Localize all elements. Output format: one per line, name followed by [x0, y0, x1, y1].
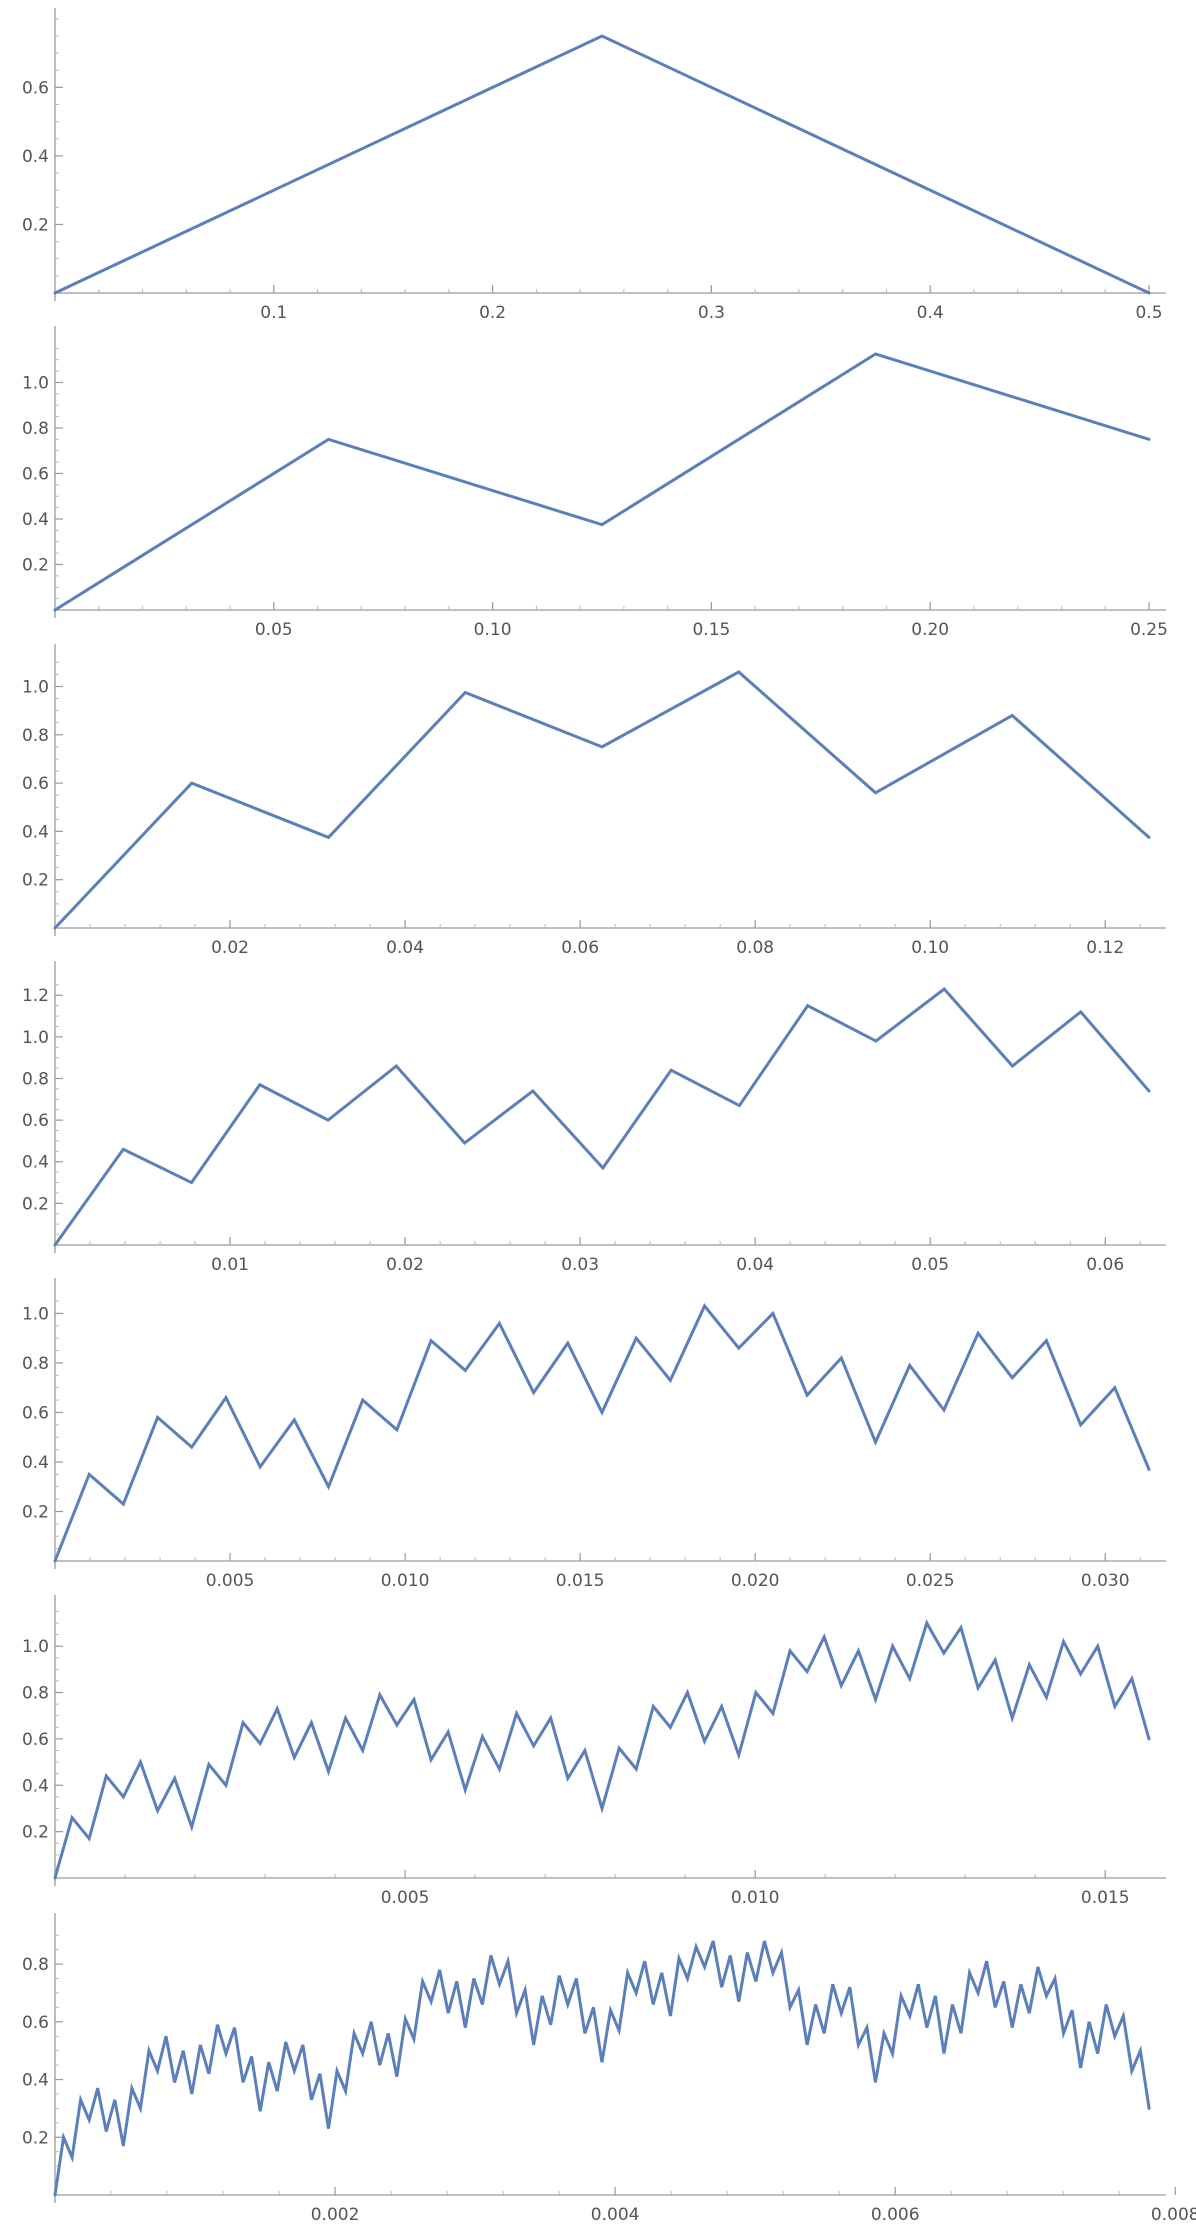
y-tick-label: 0.2: [22, 871, 49, 891]
y-tick-label: 0.8: [22, 419, 49, 439]
chart-panel-3: 0.02 0.04 0.06 0.08 0.10 0.12 0.2 0.4 0.6 0.8 1.0: [22, 644, 1166, 958]
x-tick-label: 0.05: [255, 620, 293, 640]
x-tick-label: 0.010: [731, 1888, 780, 1908]
x-tick-label: 0.08: [736, 938, 774, 958]
series-line: [53, 1303, 1151, 1563]
chart-panel-6: 0.005 0.010 0.015 0.2 0.4 0.6 0.8 1.0: [22, 1595, 1166, 1908]
x-tick-label: 0.006: [871, 2205, 920, 2224]
y-tick-label: 0.8: [22, 1069, 49, 1089]
y-tick-label: 0.8: [22, 1684, 49, 1704]
y-tick-label: 0.2: [22, 2128, 49, 2148]
x-tick-label: 0.03: [561, 1255, 599, 1275]
chart-panel-5: 0.005 0.010 0.015 0.020 0.025 0.030 0.2 0.4 0.6 0…: [22, 1278, 1166, 1591]
y-tick-label: 0.6: [22, 464, 49, 484]
y-tick-label: 1.0: [22, 1304, 49, 1324]
x-tick-label: 0.10: [911, 938, 949, 958]
x-tick-label: 0.030: [1081, 1571, 1130, 1591]
x-tick-label: 0.020: [731, 1571, 780, 1591]
x-tick-label: 0.010: [381, 1571, 430, 1591]
x-tick-label: 0.06: [561, 938, 599, 958]
y-tick-label: 1.0: [22, 1637, 49, 1657]
y-tick-label: 0.4: [22, 1776, 49, 1796]
x-tick-label: 0.2: [479, 303, 506, 323]
y-tick-label: 0.8: [22, 1354, 49, 1374]
y-tick-label: 0.2: [22, 1823, 49, 1843]
x-tick-label: 0.05: [911, 1255, 949, 1275]
x-tick-label: 0.12: [1086, 938, 1124, 958]
y-tick-label: 1.0: [22, 677, 49, 697]
x-tick-label: 0.015: [1081, 1888, 1130, 1908]
y-tick-label: 0.6: [22, 1403, 49, 1423]
chart-panel-1: 0.1 0.2 0.3 0.4 0.5 0.2 0.4 0.6: [22, 8, 1166, 323]
x-tick-label: 0.01: [211, 1255, 249, 1275]
x-tick-label: 0.3: [698, 303, 725, 323]
x-tick-label: 0.06: [1086, 1255, 1124, 1275]
x-tick-label: 0.002: [311, 2205, 360, 2224]
y-tick-label: 0.4: [22, 510, 49, 530]
y-tick-label: 0.2: [22, 1194, 49, 1214]
y-tick-label: 0.6: [22, 2013, 49, 2033]
x-tick-label: 0.02: [386, 1255, 424, 1275]
x-tick-label: 0.005: [206, 1571, 255, 1591]
chart-panel-7: 0.002 0.004 0.006 0.008 0.2 0.4 0.6 0.8: [22, 1913, 1196, 2224]
y-tick-label: 1.0: [22, 373, 49, 393]
y-tick-label: 0.4: [22, 1453, 49, 1473]
chart-panel-4: 0.01 0.02 0.03 0.04 0.05 0.06 0.2 0.4 0.6 0.8 1.0 1…: [22, 961, 1166, 1275]
x-tick-label: 0.20: [911, 620, 949, 640]
y-tick-label: 0.6: [22, 78, 49, 98]
x-tick-label: 0.008: [1151, 2205, 1196, 2224]
x-tick-label: 0.04: [736, 1255, 774, 1275]
y-tick-label: 0.2: [22, 555, 49, 575]
x-tick-label: 0.4: [917, 303, 944, 323]
y-tick-label: 0.4: [22, 147, 49, 167]
x-tick-label: 0.025: [906, 1571, 955, 1591]
x-tick-label: 0.5: [1135, 303, 1162, 323]
y-tick-label: 1.0: [22, 1028, 49, 1048]
y-tick-label: 0.8: [22, 1955, 49, 1975]
x-tick-label: 0.04: [386, 938, 424, 958]
x-tick-label: 0.015: [556, 1571, 605, 1591]
x-tick-label: 0.15: [692, 620, 730, 640]
chart-panel-2: 0.05 0.10 0.15 0.20 0.25 0.2 0.4 0.6 0.8 1.0: [22, 326, 1168, 640]
y-tick-label: 0.4: [22, 2071, 49, 2091]
series-line: [53, 34, 1151, 295]
x-tick-label: 0.005: [381, 1888, 430, 1908]
x-tick-label: 0.02: [211, 938, 249, 958]
x-tick-label: 0.25: [1130, 620, 1168, 640]
x-tick-label: 0.10: [474, 620, 512, 640]
series-line: [53, 352, 1151, 612]
series-line: [53, 986, 1151, 1247]
y-tick-label: 0.4: [22, 822, 49, 842]
y-tick-label: 1.2: [22, 986, 49, 1006]
series-line: [53, 670, 1151, 930]
x-tick-label: 0.004: [591, 2205, 640, 2224]
y-tick-label: 0.6: [22, 774, 49, 794]
y-tick-label: 0.4: [22, 1153, 49, 1173]
x-tick-label: 0.1: [260, 303, 287, 323]
series-line: [53, 1619, 1151, 1880]
y-tick-label: 0.8: [22, 726, 49, 746]
y-tick-label: 0.6: [22, 1730, 49, 1750]
y-tick-label: 0.2: [22, 1502, 49, 1522]
y-tick-label: 0.6: [22, 1111, 49, 1131]
y-tick-label: 0.2: [22, 215, 49, 235]
series-line: [53, 1940, 1151, 2197]
